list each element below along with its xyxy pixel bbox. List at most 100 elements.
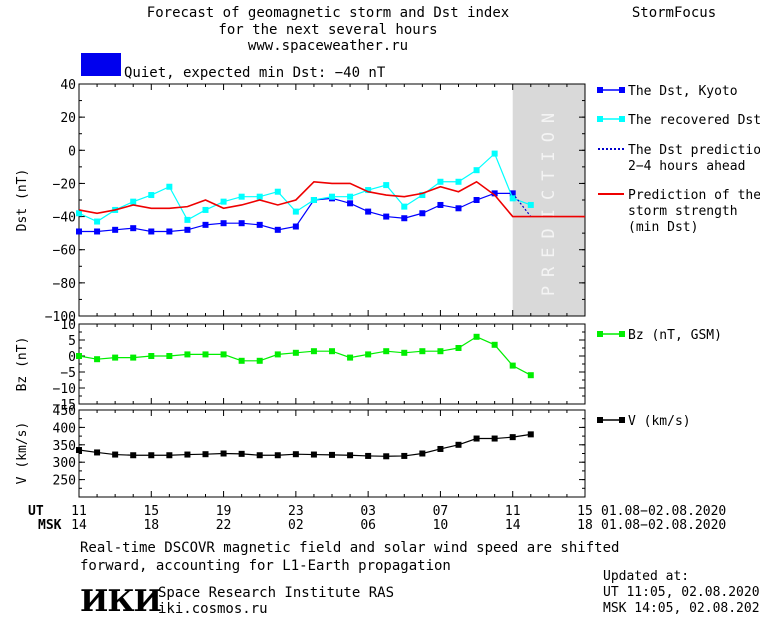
legend-marker bbox=[619, 331, 625, 337]
msk-tick-label: 10 bbox=[433, 518, 449, 533]
data-point bbox=[256, 193, 263, 200]
y-tick-label: 450 bbox=[53, 404, 76, 419]
legend-marker bbox=[619, 116, 625, 122]
data-point bbox=[527, 431, 534, 438]
msk-tick-label: 14 bbox=[71, 518, 87, 533]
data-point bbox=[148, 192, 155, 199]
data-point bbox=[274, 452, 281, 459]
msk-date-range: 01.08−02.08.2020 bbox=[601, 518, 726, 533]
data-point bbox=[184, 216, 191, 223]
ut-tick-label: 07 bbox=[433, 504, 449, 519]
data-point bbox=[94, 356, 101, 363]
data-point bbox=[202, 221, 209, 228]
data-point bbox=[347, 193, 354, 200]
data-point bbox=[256, 221, 263, 228]
ut-tick-label: 03 bbox=[360, 504, 376, 519]
y-tick-label: −80 bbox=[53, 277, 76, 292]
data-point bbox=[329, 348, 335, 355]
data-point bbox=[310, 451, 317, 458]
data-point bbox=[383, 348, 390, 355]
ut-tick-label: 11 bbox=[71, 504, 87, 519]
prediction-region bbox=[512, 84, 585, 316]
y-tick-label: 300 bbox=[53, 456, 76, 471]
ut-tick-labels: 11 15 19 23 03 07 11 15 bbox=[71, 504, 593, 519]
data-point bbox=[238, 357, 245, 364]
data-point bbox=[383, 213, 390, 220]
data-point bbox=[401, 452, 408, 459]
data-point bbox=[112, 226, 119, 233]
data-point bbox=[419, 450, 426, 457]
data-point bbox=[220, 220, 227, 227]
data-point bbox=[527, 201, 534, 208]
data-point bbox=[238, 220, 245, 227]
y-tick-label: 40 bbox=[60, 78, 76, 93]
y-tick-label: 10 bbox=[60, 318, 76, 333]
data-point bbox=[184, 351, 191, 358]
ut-date-range: 01.08−02.08.2020 bbox=[601, 504, 726, 519]
title-line-3-url[interactable]: www.spaceweather.ru bbox=[248, 38, 408, 54]
data-point bbox=[455, 345, 462, 351]
data-point bbox=[166, 228, 173, 235]
institute-site-link[interactable]: iki.cosmos.ru bbox=[158, 601, 268, 617]
data-point bbox=[491, 435, 498, 442]
data-point bbox=[220, 198, 227, 205]
data-point bbox=[148, 452, 155, 459]
y-tick-label: −100 bbox=[45, 310, 76, 325]
data-point bbox=[527, 372, 534, 379]
data-point bbox=[419, 210, 426, 217]
data-point bbox=[310, 348, 317, 355]
msk-tick-label: 02 bbox=[288, 518, 304, 533]
data-point bbox=[94, 218, 101, 225]
data-point bbox=[274, 188, 281, 195]
legend-marker bbox=[597, 116, 603, 122]
y-tick-label: 0 bbox=[68, 350, 76, 365]
ut-tick-label: 19 bbox=[216, 504, 232, 519]
data-point bbox=[365, 351, 372, 358]
legend-entry: Bz (nT, GSM) bbox=[628, 328, 722, 343]
ut-tick-label: 23 bbox=[288, 504, 304, 519]
data-point bbox=[329, 193, 335, 200]
series-line bbox=[78, 433, 531, 457]
legend-entry: The Dst prediction bbox=[628, 143, 760, 158]
data-point bbox=[347, 354, 354, 361]
y-tick-label: 20 bbox=[60, 111, 76, 126]
y-tick-label: −40 bbox=[53, 211, 76, 226]
data-point bbox=[347, 452, 354, 459]
legend-entry: The recovered Dst bbox=[628, 113, 760, 128]
data-point bbox=[491, 150, 498, 157]
series-line bbox=[78, 180, 585, 218]
data-point bbox=[202, 451, 209, 458]
data-point bbox=[437, 348, 444, 355]
legend-marker bbox=[597, 87, 603, 93]
data-point bbox=[130, 354, 137, 361]
data-point bbox=[130, 225, 137, 232]
y-tick-label: 350 bbox=[53, 439, 76, 454]
y-axis-label: Dst (nT) bbox=[15, 169, 30, 232]
legend-marker bbox=[619, 87, 625, 93]
y-axis-label: Bz (nT) bbox=[15, 337, 30, 392]
footer-note-line-1: Real-time DSCOVR magnetic field and sola… bbox=[80, 540, 619, 556]
msk-tick-labels: 14 18 22 02 06 10 14 18 bbox=[71, 518, 593, 533]
data-point bbox=[148, 228, 155, 235]
ut-tick-label: 15 bbox=[143, 504, 159, 519]
y-tick-label: 250 bbox=[53, 474, 76, 489]
y-tick-label: 5 bbox=[68, 334, 76, 349]
data-point bbox=[76, 447, 82, 454]
data-point bbox=[220, 450, 227, 457]
legend-entry: Prediction of the bbox=[628, 188, 760, 203]
legend-marker bbox=[597, 331, 603, 337]
data-point bbox=[292, 223, 299, 230]
legend-entry: 2−4 hours ahead bbox=[628, 159, 745, 174]
institute-name: Space Research Institute RAS bbox=[158, 585, 394, 601]
data-point bbox=[455, 205, 462, 212]
data-point bbox=[455, 178, 462, 185]
data-point bbox=[365, 208, 372, 215]
data-point bbox=[76, 210, 82, 217]
data-point bbox=[491, 190, 498, 197]
legend-marker bbox=[619, 417, 625, 423]
legend-entry: (min Dst) bbox=[628, 220, 698, 235]
data-point bbox=[383, 453, 390, 460]
y-tick-label: −60 bbox=[53, 244, 76, 259]
